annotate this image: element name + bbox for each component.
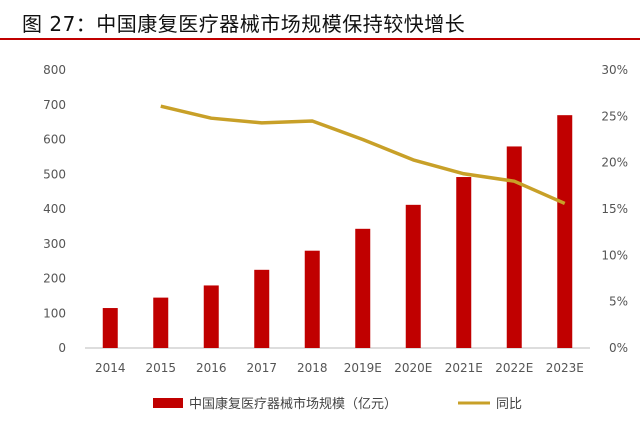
bar: [557, 115, 573, 348]
legend-line-label: 同比: [496, 397, 522, 412]
bar-series: [102, 115, 573, 348]
bar: [102, 308, 118, 348]
bar: [355, 228, 371, 348]
left-tick-label: 200: [43, 272, 66, 286]
x-tick-label: 2019E: [344, 361, 382, 375]
left-tick-label: 0: [58, 341, 66, 355]
x-tick-label: 2015: [145, 361, 176, 375]
left-tick-label: 700: [43, 98, 66, 112]
bar: [203, 285, 219, 348]
x-tick-label: 2021E: [445, 361, 483, 375]
legend: 中国康复医疗器械市场规模（亿元） 同比: [153, 396, 522, 412]
left-axis-ticks: 0 100 200 300 400 500 600 700 800: [43, 63, 66, 355]
right-tick-label: 25%: [601, 109, 628, 123]
bar: [456, 177, 472, 348]
x-tick-label: 2016: [196, 361, 227, 375]
left-tick-label: 500: [43, 167, 66, 181]
bar: [254, 269, 270, 348]
right-tick-label: 5%: [609, 295, 628, 309]
line-series: [160, 104, 566, 206]
chart-title: 图 27：中国康复医疗器械市场规模保持较快增长: [22, 12, 466, 36]
growth-line: [160, 104, 566, 206]
x-tick-label: 2023E: [546, 361, 584, 375]
bar: [405, 204, 421, 348]
x-tick-label: 2014: [95, 361, 126, 375]
x-tick-label: 2017: [246, 361, 277, 375]
x-tick-label: 2018: [297, 361, 328, 375]
bar: [304, 250, 320, 348]
right-tick-label: 15%: [601, 202, 628, 216]
legend-bar-swatch: [153, 398, 183, 408]
left-tick-label: 100: [43, 306, 66, 320]
x-tick-label: 2022E: [495, 361, 533, 375]
right-tick-label: 10%: [601, 248, 628, 262]
left-tick-label: 600: [43, 133, 66, 147]
left-tick-label: 400: [43, 202, 66, 216]
bar: [506, 146, 522, 348]
x-tick-label: 2020E: [394, 361, 432, 375]
left-tick-label: 300: [43, 237, 66, 251]
bar: [153, 297, 169, 348]
right-axis-ticks: 0% 5% 10% 15% 20% 25% 30%: [601, 63, 628, 355]
right-tick-label: 20%: [601, 156, 628, 170]
left-tick-label: 800: [43, 63, 66, 77]
title-underline: [0, 38, 640, 40]
legend-bar-label: 中国康复医疗器械市场规模（亿元）: [189, 396, 397, 412]
right-tick-label: 0%: [609, 341, 628, 355]
right-tick-label: 30%: [601, 63, 628, 77]
x-axis-ticks: 2014 2015 2016 2017 2018 2019E 2020E 2021E 2022E…: [95, 361, 584, 375]
